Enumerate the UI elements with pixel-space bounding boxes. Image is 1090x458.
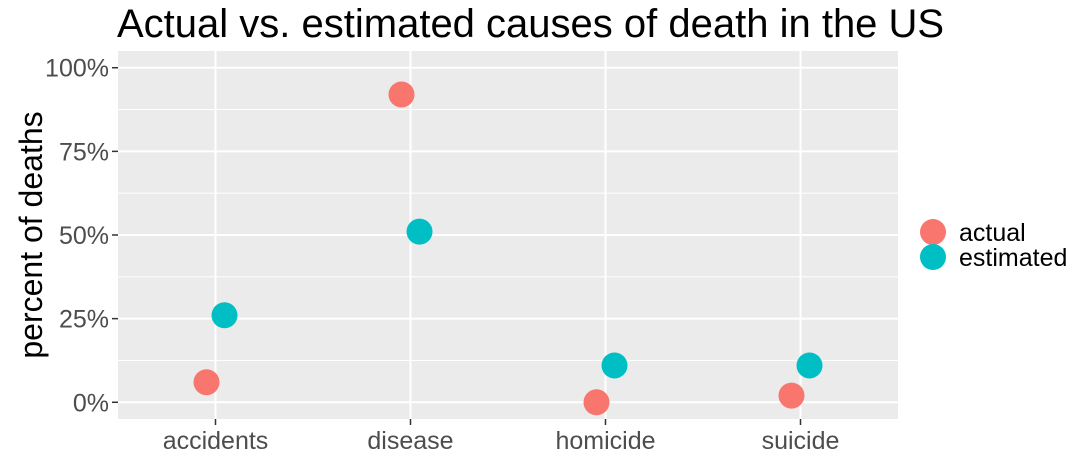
y-tick-label: 50% bbox=[59, 222, 109, 250]
y-tick-label: 25% bbox=[59, 306, 109, 334]
y-axis-title: percent of deaths bbox=[13, 111, 49, 358]
data-point-estimated bbox=[211, 302, 238, 329]
legend-key-estimated bbox=[920, 244, 946, 270]
legend-key-actual bbox=[920, 219, 946, 245]
data-point-actual bbox=[583, 389, 610, 416]
data-points bbox=[193, 81, 823, 416]
x-tick-label: disease bbox=[367, 427, 453, 455]
data-point-actual bbox=[388, 81, 415, 108]
data-point-actual bbox=[193, 369, 220, 396]
x-tick-label: accidents bbox=[163, 427, 269, 455]
data-point-estimated bbox=[406, 218, 433, 245]
x-tick-label: homicide bbox=[555, 427, 655, 455]
data-point-estimated bbox=[601, 352, 628, 379]
x-tick-label: suicide bbox=[762, 427, 840, 455]
chart-title: Actual vs. estimated causes of death in … bbox=[117, 2, 944, 46]
x-axis: accidents disease homicide suicide bbox=[163, 419, 840, 455]
data-point-actual bbox=[778, 382, 805, 409]
y-tick-label: 100% bbox=[45, 55, 109, 83]
y-tick-label: 0% bbox=[73, 389, 109, 417]
y-tick-label: 75% bbox=[59, 138, 109, 166]
legend-label: estimated bbox=[959, 244, 1067, 272]
minor-gridlines bbox=[118, 109, 898, 361]
data-point-estimated bbox=[796, 352, 823, 379]
legend-label: actual bbox=[959, 219, 1026, 247]
y-axis: 0% 25% 50% 75% 100% bbox=[45, 55, 118, 417]
